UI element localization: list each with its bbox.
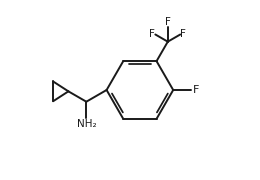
- Text: F: F: [165, 17, 171, 27]
- Text: NH₂: NH₂: [76, 119, 96, 129]
- Text: F: F: [180, 30, 186, 39]
- Text: F: F: [193, 85, 200, 95]
- Text: F: F: [150, 30, 155, 39]
